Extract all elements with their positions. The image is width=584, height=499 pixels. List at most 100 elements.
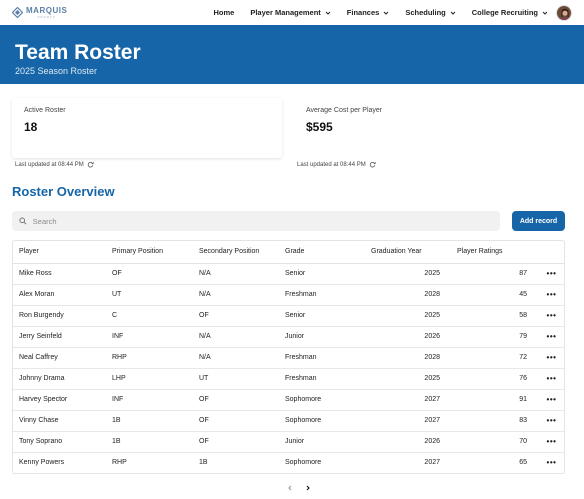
cell-secondary-position: OF	[193, 410, 279, 432]
column-header-player-ratings[interactable]: Player Ratings	[451, 241, 538, 264]
more-horizontal-icon[interactable]: •••	[538, 305, 565, 327]
cell-player-rating: 58	[451, 305, 538, 327]
column-header-primary-position[interactable]: Primary Position	[106, 241, 193, 264]
stat-value: $595	[306, 120, 333, 134]
cell-secondary-position: OF	[193, 389, 279, 411]
table-row[interactable]: Alex Moran UT N/A Freshman 2028 45 •••	[13, 284, 565, 306]
prev-page-button[interactable]	[286, 484, 294, 492]
nav-player-management[interactable]: Player Management	[250, 8, 331, 17]
stat-updated-text: Last updated at 08:44 PM	[15, 161, 84, 168]
table-row[interactable]: Jerry Seinfeld INF N/A Junior 2026 79 •••	[13, 326, 565, 348]
stat-label: Average Cost per Player	[306, 107, 383, 114]
cell-secondary-position: N/A	[193, 347, 279, 369]
cell-primary-position: 1B	[106, 410, 193, 432]
cell-primary-position: C	[106, 305, 193, 327]
stat-updated: Last updated at 08:44 PM	[12, 161, 282, 168]
table-row[interactable]: Kenny Powers RHP 1B Sophomore 2027 65 •••	[13, 452, 565, 473]
more-horizontal-icon[interactable]: •••	[538, 410, 565, 432]
cell-player: Alex Moran	[13, 284, 106, 306]
cell-graduation-year: 2028	[365, 347, 451, 369]
top-nav: MARQUIS SPORTS Home Player Management Fi…	[0, 0, 584, 25]
cell-grade: Senior	[279, 305, 365, 327]
stat-label: Active Roster	[24, 107, 66, 114]
cell-graduation-year: 2027	[365, 410, 451, 432]
chevron-down-icon	[542, 11, 548, 15]
table-row[interactable]: Johnny Drama LHP UT Freshman 2025 76 •••	[13, 368, 565, 390]
cell-secondary-position: N/A	[193, 284, 279, 306]
cell-primary-position: INF	[106, 389, 193, 411]
cell-graduation-year: 2026	[365, 326, 451, 348]
nav-finances[interactable]: Finances	[347, 8, 390, 17]
next-page-button[interactable]	[304, 484, 312, 492]
cell-player: Jerry Seinfeld	[13, 326, 106, 348]
cell-player: Mike Ross	[13, 263, 106, 285]
cell-primary-position: INF	[106, 326, 193, 348]
table-row[interactable]: Harvey Spector INF OF Sophomore 2027 91 •••	[13, 389, 565, 411]
more-horizontal-icon[interactable]: •••	[538, 431, 565, 453]
more-horizontal-icon[interactable]: •••	[546, 458, 557, 468]
brand-logo[interactable]: MARQUIS SPORTS	[12, 6, 80, 19]
column-header-secondary-position[interactable]: Secondary Position	[193, 241, 279, 264]
cell-secondary-position: 1B	[199, 459, 208, 467]
refresh-icon[interactable]	[369, 161, 376, 168]
stat-card: Active Roster 18	[12, 98, 282, 158]
cell-grade: Sophomore	[285, 459, 322, 467]
more-horizontal-icon[interactable]: •••	[538, 368, 565, 390]
cell-player-rating: 91	[451, 389, 538, 411]
chevron-down-icon	[383, 11, 389, 15]
user-avatar[interactable]	[556, 4, 572, 21]
brand-name: MARQUIS	[26, 6, 68, 15]
page-subtitle: 2025 Season Roster	[15, 66, 98, 76]
table-row[interactable]: Mike Ross OF N/A Senior 2025 87 •••	[13, 263, 565, 285]
chevron-down-icon	[450, 11, 456, 15]
page-title: Team Roster	[15, 41, 141, 64]
cell-primary-position: RHP	[106, 347, 193, 369]
search-box[interactable]	[12, 211, 500, 231]
cell-grade: Senior	[279, 263, 365, 285]
column-header-grade[interactable]: Grade	[279, 241, 365, 264]
cell-player-rating: 87	[451, 263, 538, 285]
column-header-graduation-year[interactable]: Graduation Year	[365, 241, 451, 264]
page-hero: Team Roster 2025 Season Roster	[0, 25, 584, 84]
table-row[interactable]: Ron Burgendy C OF Senior 2025 58 •••	[13, 305, 565, 327]
more-horizontal-icon[interactable]: •••	[538, 326, 565, 348]
stat-updated-text: Last updated at 08:44 PM	[297, 161, 366, 168]
cell-secondary-position: N/A	[193, 263, 279, 285]
more-horizontal-icon[interactable]: •••	[538, 263, 565, 285]
cell-graduation-year: 2026	[365, 431, 451, 453]
table-row[interactable]: Vinny Chase 1B OF Sophomore 2027 83 •••	[13, 410, 565, 432]
nav-scheduling[interactable]: Scheduling	[405, 8, 456, 17]
column-header-player[interactable]: Player	[13, 241, 106, 264]
cell-player: Tony Soprano	[13, 431, 106, 453]
table-row[interactable]: Tony Soprano 1B OF Junior 2026 70 •••	[13, 431, 565, 453]
cell-primary-position: 1B	[106, 431, 193, 453]
search-input[interactable]	[32, 216, 493, 226]
stat-value: 18	[24, 120, 38, 134]
cell-graduation-year: 2027	[424, 459, 440, 467]
table-row[interactable]: Neal Caffrey RHP N/A Freshman 2028 72 •••	[13, 347, 565, 369]
more-horizontal-icon[interactable]: •••	[538, 389, 565, 411]
add-record-button[interactable]: Add record	[512, 211, 565, 231]
refresh-icon[interactable]	[87, 161, 94, 168]
stats-row: Active Roster 18 Last updated at 08:44 P…	[0, 98, 584, 168]
cell-player-rating: 76	[451, 368, 538, 390]
more-horizontal-icon[interactable]: •••	[538, 347, 565, 369]
cell-grade: Freshman	[279, 368, 365, 390]
cell-primary-position: OF	[106, 263, 193, 285]
cell-player-rating: 65	[519, 459, 527, 467]
cell-primary-position: RHP	[112, 459, 127, 467]
table-header-row: Player Primary Position Secondary Positi…	[13, 241, 565, 264]
roster-table: Player Primary Position Secondary Positi…	[12, 240, 565, 474]
cell-player: Neal Caffrey	[13, 347, 106, 369]
nav-home[interactable]: Home	[214, 8, 235, 17]
chevron-down-icon	[325, 11, 331, 15]
search-icon	[19, 217, 27, 225]
nav-college-recruiting[interactable]: College Recruiting	[472, 8, 548, 17]
more-horizontal-icon[interactable]: •••	[538, 284, 565, 306]
cell-graduation-year: 2028	[365, 284, 451, 306]
main-nav: Home Player Management Finances Scheduli…	[214, 8, 549, 17]
cell-grade: Sophomore	[279, 389, 365, 411]
nav-scheduling-label: Scheduling	[405, 8, 446, 17]
nav-finances-label: Finances	[346, 8, 380, 17]
stat-card: Average Cost per Player $595	[294, 98, 564, 158]
